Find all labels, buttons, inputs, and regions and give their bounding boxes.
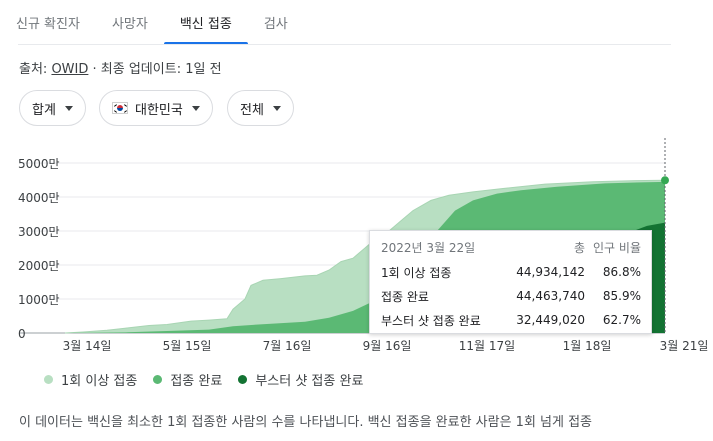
country-dropdown[interactable]: 대한민국 (99, 90, 213, 126)
legend-label: 접종 완료 (170, 374, 223, 389)
x-tick-label: 3월 21일 (660, 339, 709, 353)
legend-dot-icon (238, 375, 248, 384)
x-tick-label: 7월 16일 (263, 339, 312, 353)
source-link[interactable]: OWID (51, 62, 89, 77)
y-tick-label: 5000만 (18, 157, 60, 171)
tab-label: 백신 접종 (179, 17, 232, 32)
south-korea-flag-icon (112, 102, 128, 114)
hover-point (661, 176, 669, 185)
tooltip-date: 2022년 3월 22일 (381, 240, 476, 255)
source-updated: · 최종 업데이트: 1일 전 (92, 62, 222, 77)
tab-bar: 신규 확진자 사망자 백신 접종 검사 (0, 0, 713, 45)
y-tick-label: 1000만 (18, 293, 60, 307)
active-tab-indicator (163, 42, 248, 45)
tab-deaths[interactable]: 사망자 (96, 0, 164, 45)
tooltip-row-ratio: 62.7% (602, 313, 641, 327)
caret-down-icon (272, 105, 281, 111)
x-tick-label: 11월 17일 (459, 339, 515, 353)
metric-dropdown[interactable]: 합계 (19, 90, 86, 126)
y-tick-label: 0 (18, 327, 26, 341)
tooltip-row-ratio: 85.9% (602, 289, 641, 303)
tab-divider (18, 44, 671, 45)
tooltip-row-total: 44,934,142 (516, 265, 585, 279)
chart-legend: 1회 이상 접종 접종 완료 부스터 샷 접종 완료 (44, 370, 379, 389)
tooltip-row-label: 부스터 샷 접종 완료 (381, 313, 481, 328)
tooltip-row-label: 접종 완료 (381, 289, 429, 304)
metric-dropdown-label: 합계 (32, 102, 56, 118)
tab-label: 사망자 (111, 17, 148, 32)
tab-vaccinations[interactable]: 백신 접종 (163, 0, 248, 45)
tab-label: 검사 (263, 17, 288, 32)
legend-item[interactable]: 1회 이상 접종 (44, 370, 137, 389)
caret-down-icon (191, 105, 200, 111)
tab-label: 신규 확진자 (16, 17, 80, 32)
tooltip-col-ratio: 인구 비율 (593, 240, 641, 255)
tooltip-row-label: 1회 이상 접종 (381, 265, 452, 280)
tooltip-col-total: 총 (573, 240, 585, 255)
data-description: 이 데이터는 백신을 최소한 1회 접종한 사람의 수를 나타냅니다. 백신 접… (19, 415, 593, 430)
y-tick-label: 4000만 (18, 191, 60, 205)
tooltip-row-total: 44,463,740 (516, 289, 585, 303)
legend-dot-icon (44, 375, 53, 384)
y-tick-label: 3000만 (18, 225, 60, 239)
x-tick-label: 9월 16일 (363, 339, 412, 353)
y-tick-label: 2000만 (18, 259, 60, 273)
source-prefix: 출처: (19, 62, 48, 77)
chart-tooltip: 2022년 3월 22일 총 인구 비율 1회 이상 접종 44,934,142… (369, 230, 652, 334)
legend-label: 1회 이상 접종 (61, 374, 138, 389)
country-dropdown-label: 대한민국 (135, 102, 183, 118)
range-dropdown[interactable]: 전체 (227, 90, 294, 126)
tab-new-cases[interactable]: 신규 확진자 (0, 0, 96, 45)
x-tick-label: 5월 15일 (163, 339, 212, 353)
caret-down-icon (64, 105, 73, 111)
legend-item[interactable]: 부스터 샷 접종 완료 (238, 370, 363, 389)
legend-item[interactable]: 접종 완료 (153, 370, 222, 389)
x-tick-label: 3월 14일 (63, 339, 112, 353)
source-line: 출처: OWID · 최종 업데이트: 1일 전 (19, 58, 222, 77)
tooltip-row-total: 32,449,020 (516, 313, 585, 327)
legend-dot-icon (153, 375, 163, 384)
tab-tests[interactable]: 검사 (248, 0, 304, 45)
x-tick-label: 1월 18일 (563, 339, 612, 353)
series-line-1 (64, 179, 666, 334)
range-dropdown-label: 전체 (240, 102, 264, 118)
tooltip-row-ratio: 86.8% (602, 265, 641, 279)
legend-label: 부스터 샷 접종 완료 (255, 374, 364, 389)
